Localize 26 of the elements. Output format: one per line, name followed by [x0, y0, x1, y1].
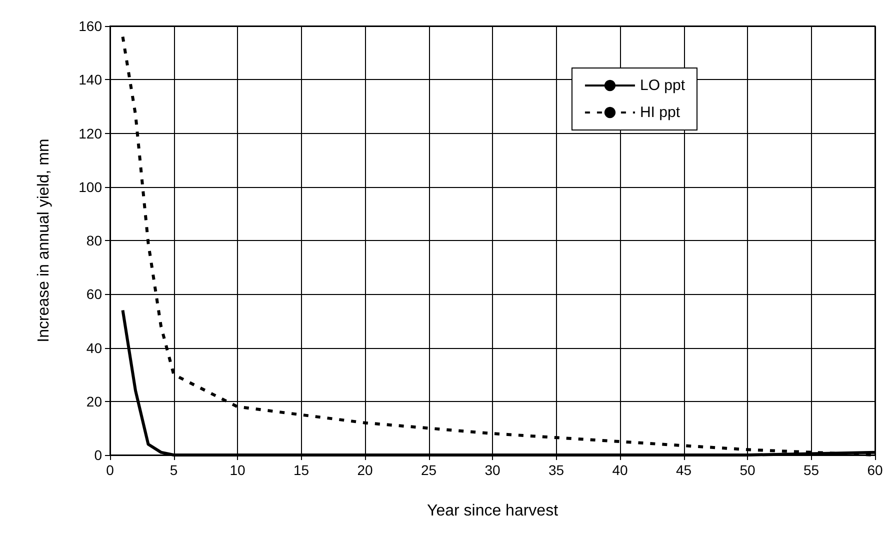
y-tick-label: 0	[94, 447, 102, 463]
x-tick-label: 35	[548, 462, 564, 478]
y-tick-label: 60	[86, 286, 102, 302]
y-tick-label: 80	[86, 232, 102, 248]
y-tick-label: 40	[86, 340, 102, 356]
x-tick-label: 25	[420, 462, 437, 478]
y-tick-label: 100	[78, 178, 102, 195]
x-tick-label: 5	[170, 462, 178, 478]
y-axis-title: Increase in annual yield, mm	[36, 138, 52, 342]
x-tick-label: 15	[293, 462, 310, 478]
legend-label: HI ppt	[640, 104, 681, 121]
y-tick-label: 140	[78, 72, 102, 88]
x-tick-label: 30	[484, 462, 500, 478]
x-tick-label: 20	[357, 462, 373, 478]
y-tick-label: 160	[78, 18, 102, 34]
x-tick-label: 45	[676, 462, 692, 478]
x-tick-label: 0	[106, 462, 114, 478]
x-tick-label: 10	[230, 462, 246, 478]
x-tick-label: 40	[612, 462, 628, 478]
x-tick-label: 60	[867, 462, 883, 478]
x-tick-label: 55	[803, 462, 820, 478]
y-tick-label: 20	[86, 393, 102, 410]
legend-label: LO ppt	[640, 77, 686, 94]
y-tick-label: 120	[78, 125, 102, 142]
x-tick-label: 50	[740, 462, 756, 478]
x-axis-title: Year since harvest	[426, 502, 559, 520]
